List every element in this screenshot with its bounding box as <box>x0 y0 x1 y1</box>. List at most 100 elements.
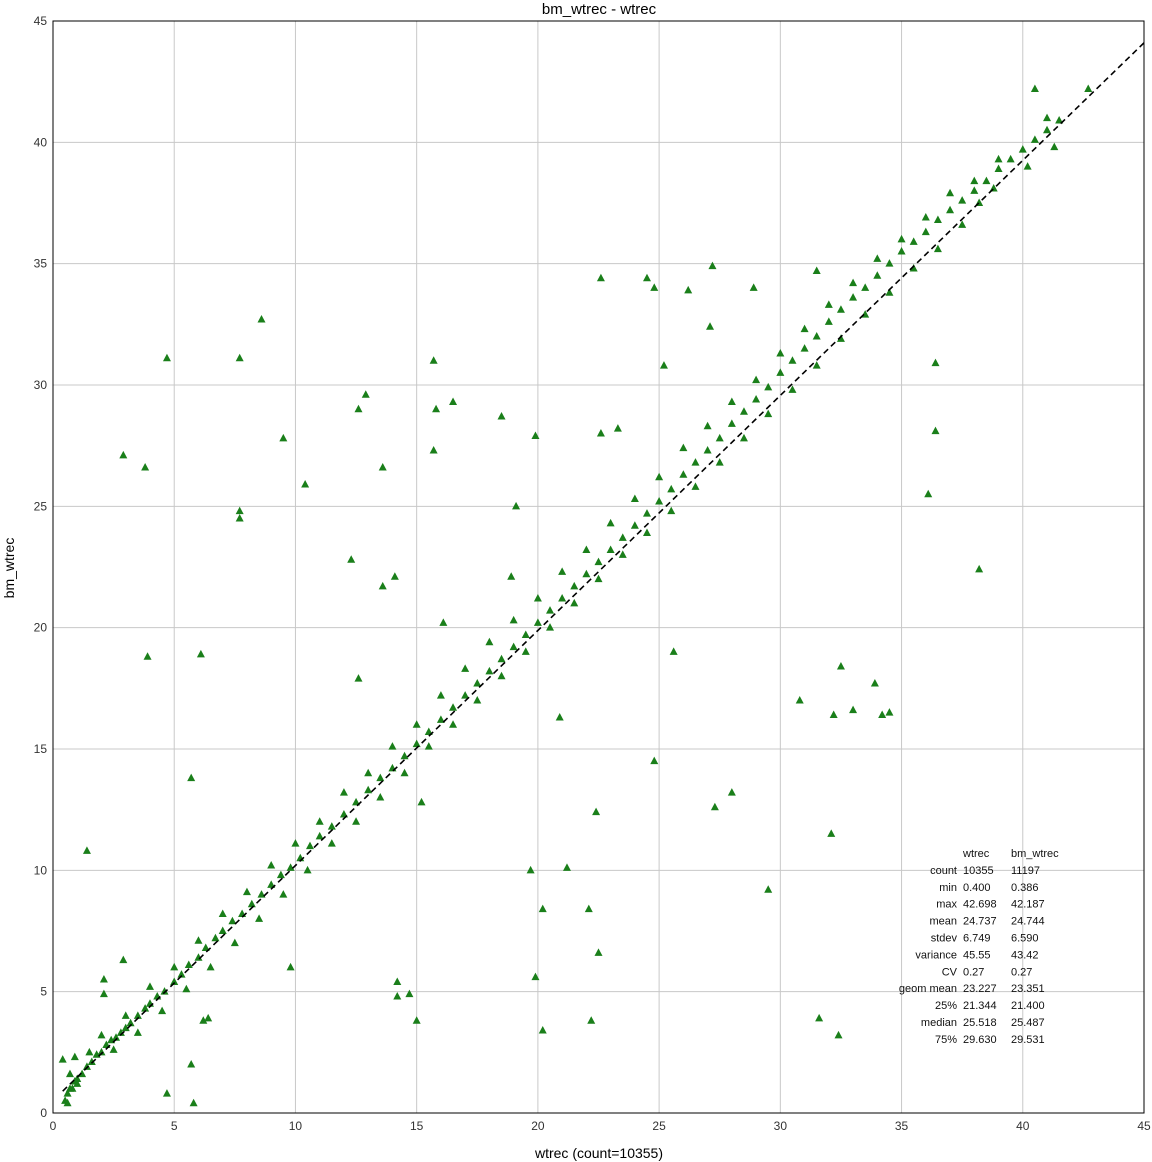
data-point <box>400 768 409 777</box>
data-point <box>228 916 237 925</box>
data-point <box>618 550 627 558</box>
stats-value-wtrec: 25.518 <box>963 1017 997 1029</box>
data-point <box>121 1023 130 1032</box>
data-point <box>424 727 433 736</box>
data-point <box>931 426 940 435</box>
data-point <box>870 678 879 687</box>
data-point <box>715 433 724 442</box>
data-point <box>449 703 458 711</box>
stats-row-label: min <box>939 882 957 894</box>
stats-row-label: mean <box>929 916 957 928</box>
data-point <box>361 390 370 398</box>
data-point <box>878 710 887 719</box>
data-point <box>982 176 991 185</box>
data-point <box>1023 162 1032 170</box>
data-point <box>558 594 567 602</box>
data-point <box>1043 113 1052 122</box>
data-point <box>364 768 373 777</box>
data-point <box>606 518 615 527</box>
data-point <box>439 618 448 626</box>
data-point <box>405 989 414 998</box>
data-point <box>703 421 712 430</box>
data-point <box>570 598 579 607</box>
data-point <box>63 1089 72 1097</box>
data-point <box>162 1089 171 1097</box>
data-point <box>73 1074 82 1083</box>
data-point <box>1084 84 1093 92</box>
data-point <box>158 1006 167 1015</box>
data-point <box>63 1098 72 1107</box>
data-point <box>655 496 664 505</box>
stats-value-wtrec: 42.698 <box>963 899 997 911</box>
data-point <box>764 885 773 893</box>
data-point <box>1030 84 1039 92</box>
stats-value-bm-wtrec: 11197 <box>1011 865 1040 877</box>
data-point <box>82 1062 91 1070</box>
data-point <box>412 1016 421 1024</box>
data-point <box>931 358 940 367</box>
data-point <box>189 1098 198 1107</box>
stats-value-wtrec: 24.737 <box>963 916 997 928</box>
data-point <box>715 458 724 466</box>
data-point <box>291 839 300 847</box>
x-tick-label: 0 <box>50 1119 57 1133</box>
x-tick-label: 20 <box>531 1119 545 1133</box>
data-point <box>327 839 336 847</box>
data-point <box>85 1047 94 1056</box>
data-point <box>119 450 128 459</box>
data-point <box>255 914 264 922</box>
data-point <box>301 479 310 488</box>
stats-row-label: geom mean <box>899 983 957 995</box>
data-point <box>162 353 171 362</box>
data-point <box>531 972 540 981</box>
data-point <box>378 581 387 590</box>
stats-value-bm-wtrec: 0.27 <box>1011 966 1032 978</box>
y-tick-label: 0 <box>40 1106 47 1120</box>
data-point <box>364 785 373 794</box>
data-point <box>538 904 547 913</box>
data-point <box>235 506 244 515</box>
data-point <box>570 581 579 590</box>
data-point <box>531 431 540 439</box>
data-point <box>412 720 421 728</box>
data-point <box>247 899 256 908</box>
data-point <box>99 975 108 983</box>
data-point <box>512 501 521 510</box>
data-point <box>99 989 108 998</box>
data-point <box>303 865 312 874</box>
data-point <box>667 506 676 515</box>
data-point <box>109 1045 118 1053</box>
data-point <box>58 1055 67 1063</box>
data-point <box>885 708 894 716</box>
data-point <box>909 264 918 272</box>
data-point <box>885 259 894 267</box>
data-point <box>354 404 363 413</box>
data-point <box>946 205 955 214</box>
y-tick-label: 35 <box>34 257 48 271</box>
data-point <box>861 283 870 291</box>
data-point <box>393 977 402 985</box>
data-point <box>958 196 967 204</box>
stats-row-label: count <box>930 865 957 877</box>
data-point <box>432 404 441 413</box>
y-tick-label: 45 <box>34 14 48 28</box>
data-point <box>582 545 591 554</box>
data-point <box>201 943 210 951</box>
data-point <box>218 909 227 918</box>
data-point <box>994 154 1003 163</box>
data-point <box>70 1052 79 1061</box>
data-point <box>327 822 336 830</box>
data-point <box>235 513 244 522</box>
data-point <box>230 938 239 947</box>
data-point <box>279 890 288 898</box>
data-point <box>752 375 761 384</box>
data-point <box>429 356 438 364</box>
data-point <box>836 305 845 313</box>
stats-value-wtrec: 0.27 <box>963 966 984 978</box>
data-point <box>286 962 295 971</box>
data-point <box>849 705 858 714</box>
data-point <box>347 555 356 563</box>
data-point <box>194 953 203 961</box>
